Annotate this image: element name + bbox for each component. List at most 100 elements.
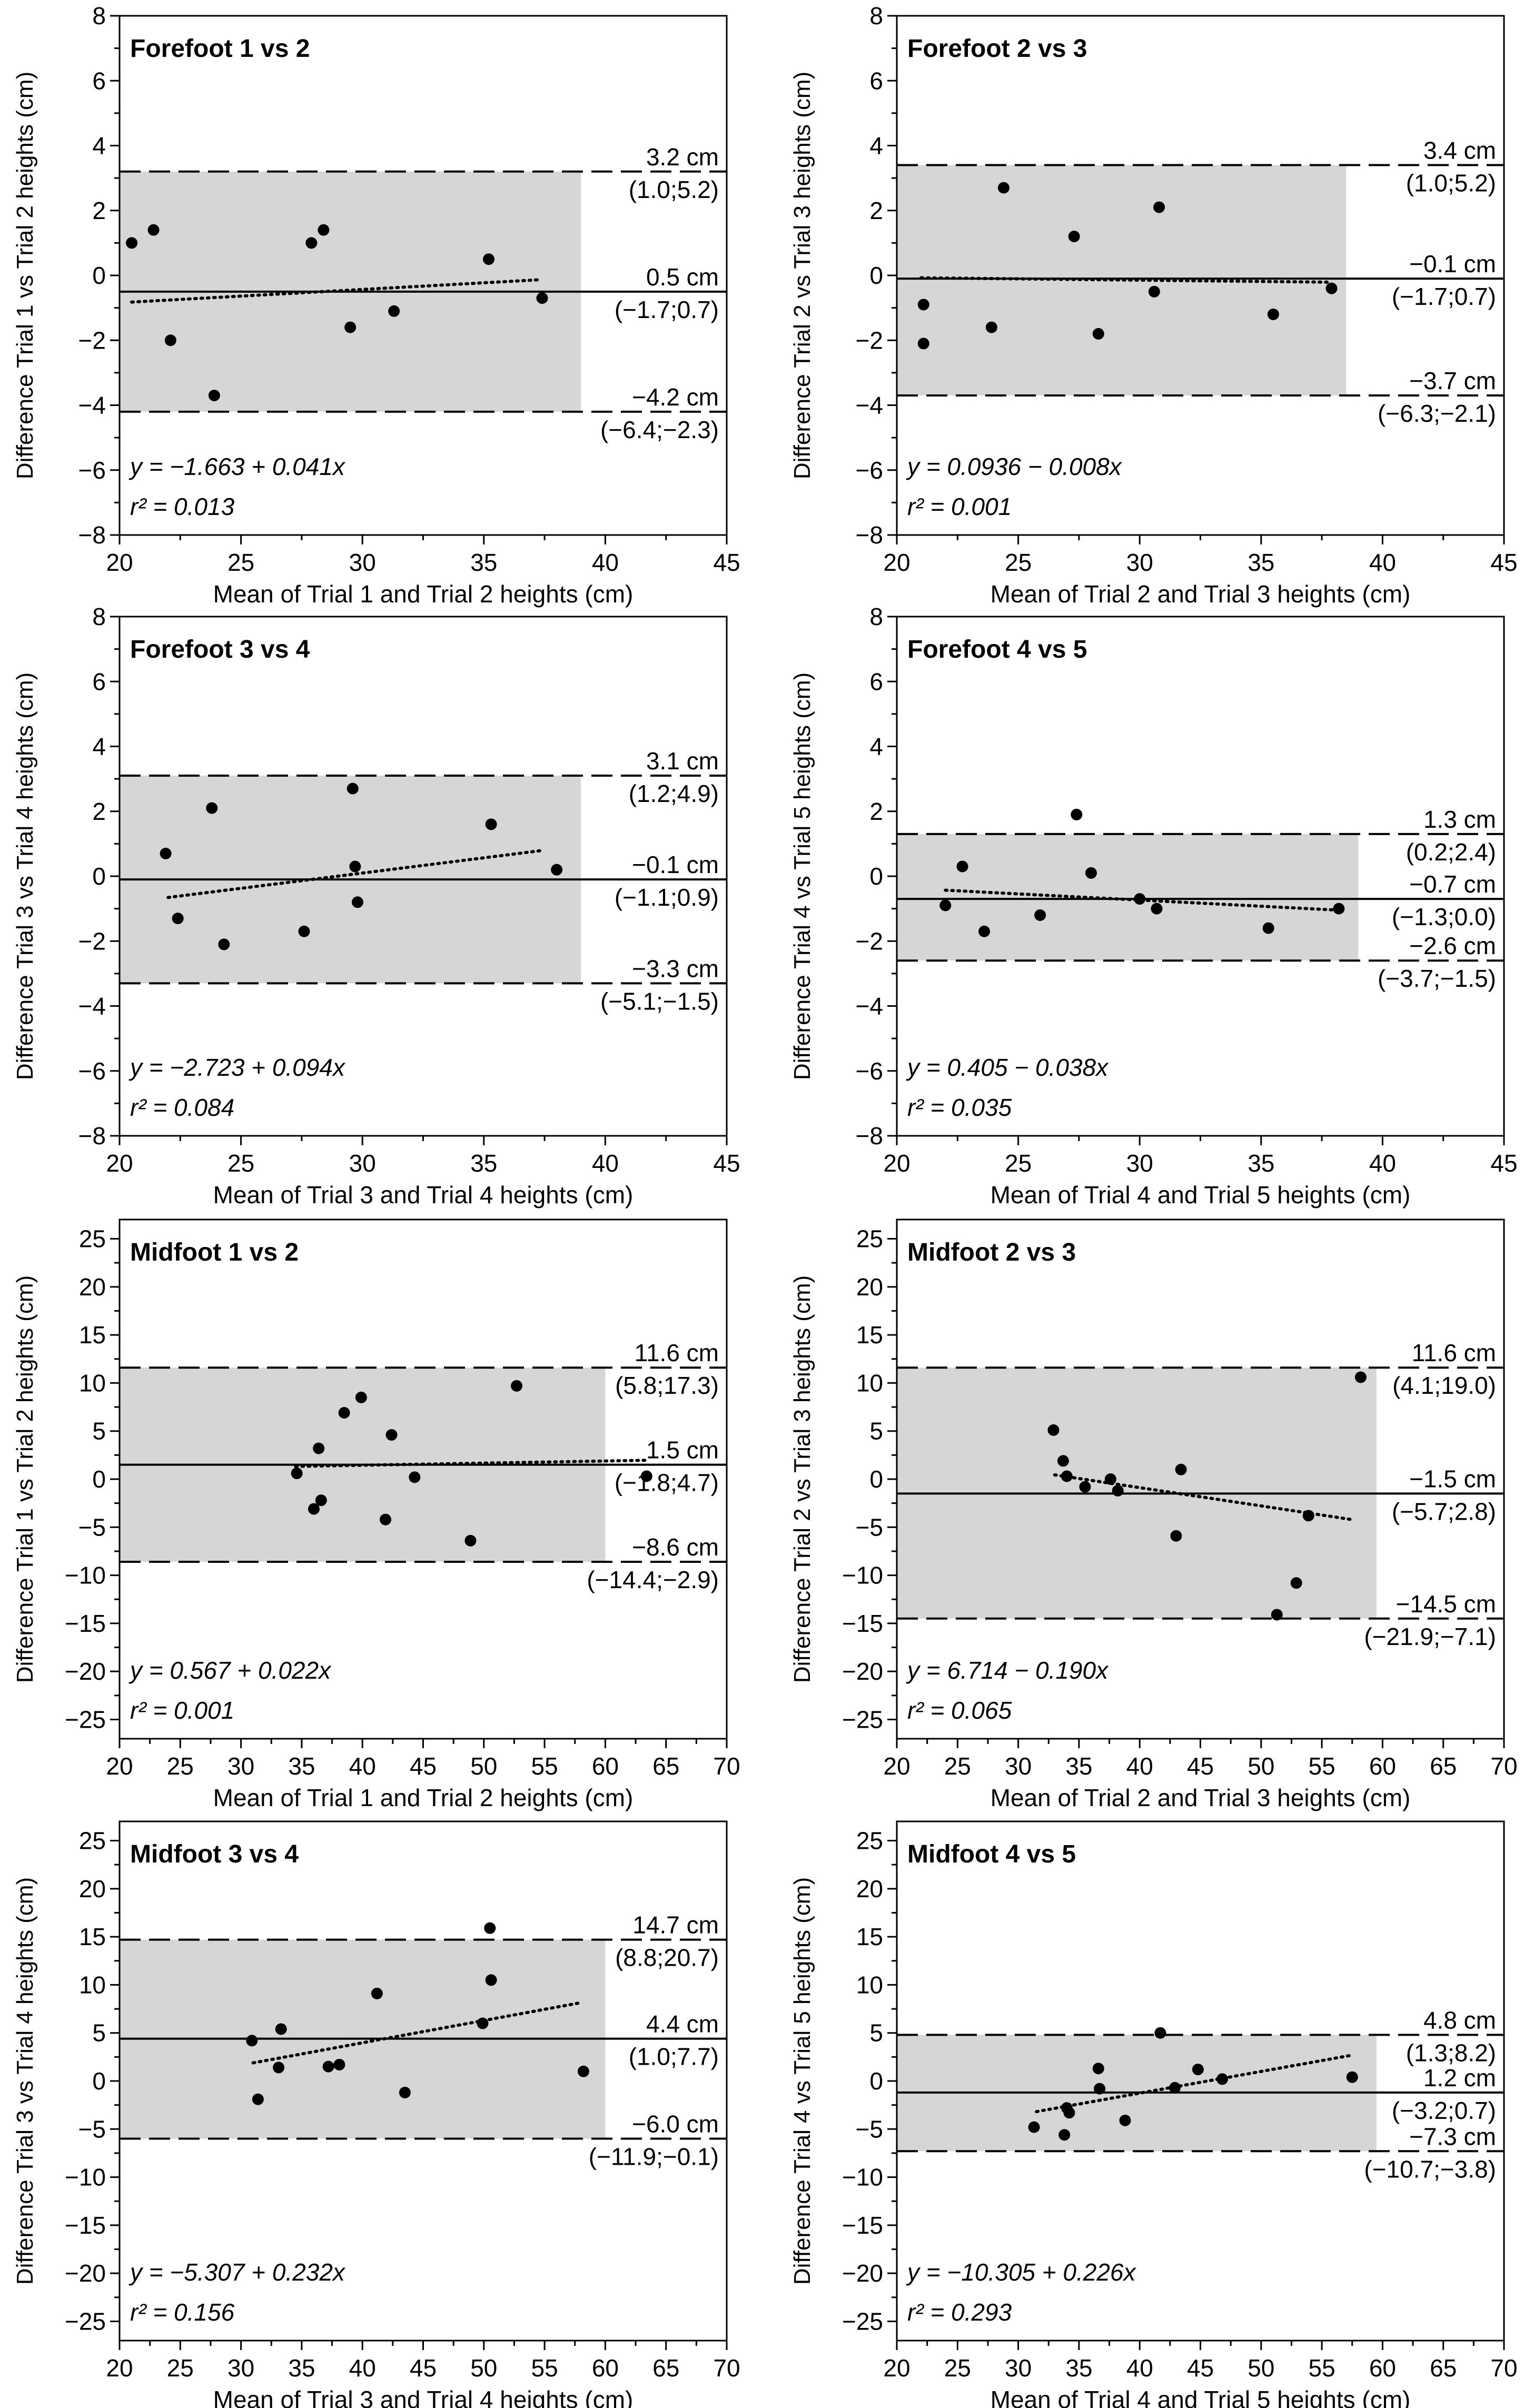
- x-tick-label: 65: [1430, 2354, 1457, 2382]
- y-tick-label: 4: [869, 132, 883, 160]
- lower-loa-label: −3.3 cm: [632, 955, 719, 982]
- y-tick-label: 5: [92, 2019, 106, 2047]
- upper-loa-label: 1.3 cm: [1423, 806, 1496, 833]
- x-tick-label: 20: [883, 1150, 910, 1177]
- x-tick-label: 60: [1369, 2354, 1396, 2382]
- data-point: [388, 305, 400, 317]
- data-point: [273, 2062, 285, 2074]
- x-tick-label: 45: [1490, 1150, 1517, 1177]
- y-tick-label: −20: [65, 1658, 106, 1685]
- y-tick-label: 10: [79, 1971, 106, 1998]
- x-tick-label: 35: [470, 549, 497, 576]
- x-tick-label: 70: [713, 2354, 740, 2382]
- upper-loa-label: 11.6 cm: [635, 1339, 719, 1366]
- upper-loa-label: 4.8 cm: [1423, 2006, 1496, 2034]
- y-axis-title: Difference Trial 4 vs Trial 5 heights (c…: [789, 1877, 815, 2285]
- data-point: [1079, 1481, 1091, 1493]
- data-point: [275, 2023, 287, 2035]
- upper-loa-ci: (8.8;20.7): [615, 1944, 719, 1971]
- bias-label: −0.1 cm: [1409, 250, 1496, 278]
- data-point: [349, 860, 361, 873]
- upper-loa-ci: (5.8;17.3): [615, 1372, 719, 1399]
- lower-loa-ci: (−11.9;−0.1): [589, 2143, 719, 2171]
- y-tick-label: −10: [65, 1562, 106, 1589]
- r-squared: r² = 0.013: [130, 493, 235, 520]
- x-tick-label: 30: [1005, 1752, 1032, 1780]
- y-tick-label: 2: [869, 798, 883, 825]
- data-point: [1034, 909, 1046, 921]
- data-point: [1216, 2073, 1229, 2085]
- x-axis-title: Mean of Trial 1 and Trial 2 heights (cm): [213, 1784, 634, 1811]
- y-axis-title: Difference Trial 4 vs Trial 5 heights (c…: [789, 672, 815, 1080]
- x-tick-label: 55: [531, 2354, 558, 2382]
- lower-loa-label: −7.3 cm: [1409, 2123, 1496, 2150]
- x-tick-label: 60: [592, 1752, 619, 1780]
- y-tick-label: 4: [869, 733, 883, 760]
- data-point: [464, 1534, 477, 1547]
- x-tick-label: 65: [652, 2354, 679, 2382]
- y-tick-label: 8: [92, 2, 106, 29]
- x-tick-label: 20: [106, 1752, 133, 1780]
- y-tick-label: −6: [78, 1057, 106, 1085]
- lower-loa-label: −6.0 cm: [632, 2110, 719, 2138]
- x-tick-label: 50: [470, 1752, 497, 1780]
- data-point: [1085, 867, 1097, 879]
- data-point: [485, 818, 497, 830]
- y-tick-label: 2: [92, 197, 106, 224]
- data-point: [1271, 1609, 1283, 1621]
- x-tick-label: 70: [713, 1752, 740, 1780]
- agreement-band-shade: [897, 165, 1347, 396]
- chart-panel: 4.8 cm (1.3;8.2)1.2 cm (−3.2;0.7)−7.3 cm (−…: [789, 1820, 1518, 2408]
- x-tick-label: 45: [1490, 549, 1517, 576]
- y-tick-label: −4: [856, 993, 883, 1020]
- y-tick-label: −5: [78, 1513, 106, 1541]
- x-tick-label: 45: [1187, 2354, 1214, 2382]
- y-tick-label: −2: [78, 927, 106, 955]
- data-point: [1151, 903, 1163, 915]
- y-tick-label: −15: [65, 1610, 106, 1637]
- regression-line: [1035, 2053, 1354, 2114]
- data-point: [917, 338, 929, 350]
- x-tick-label: 50: [1248, 2354, 1274, 2382]
- y-tick-label: −15: [842, 2212, 883, 2239]
- bias-label: 0.5 cm: [646, 263, 719, 291]
- chart-panel: 1.3 cm (0.2;2.4) −0.7 cm (−1.3;0.0)−2.6 cm (…: [789, 603, 1518, 1208]
- y-tick-label: 8: [869, 603, 883, 630]
- data-point: [1192, 2064, 1204, 2076]
- upper-loa-label: 3.4 cm: [1423, 136, 1496, 164]
- data-point: [380, 1513, 392, 1525]
- y-tick-label: 4: [92, 132, 106, 160]
- x-tick-label: 25: [227, 549, 254, 576]
- lower-loa-ci: (−21.9;−7.1): [1364, 1623, 1496, 1650]
- bias-label: 1.2 cm: [1423, 2064, 1496, 2092]
- lower-loa-label: −4.2 cm: [632, 383, 719, 411]
- bias-ci: (1.0;7.7): [629, 2043, 719, 2070]
- data-point: [291, 1468, 303, 1480]
- y-tick-label: −6: [78, 457, 106, 484]
- y-axis-title: Difference Trial 1 vs Trial 2 heights (c…: [12, 72, 38, 479]
- y-tick-label: −10: [65, 2164, 106, 2191]
- x-tick-label: 50: [470, 2354, 497, 2382]
- data-point: [511, 1380, 523, 1392]
- data-point: [1119, 2114, 1131, 2126]
- data-point: [126, 237, 138, 249]
- chart-panel: 11.6 cm (5.8;17.3) 1.5 cm (−1.8;4.7) −8.6 cm…: [12, 1218, 740, 1811]
- bias-label: 4.4 cm: [646, 2010, 719, 2038]
- r-squared: r² = 0.156: [130, 2298, 235, 2326]
- x-tick-label: 40: [1126, 1752, 1153, 1780]
- data-point: [640, 1470, 652, 1482]
- regression-equation: y = 0.0936 − 0.008x: [906, 453, 1123, 480]
- data-point: [1047, 1424, 1060, 1436]
- x-tick-label: 25: [1005, 1150, 1032, 1177]
- data-point: [1325, 282, 1338, 294]
- y-tick-label: 5: [92, 1418, 106, 1445]
- x-axis-title: Mean of Trial 3 and Trial 4 heights (cm): [213, 2386, 634, 2408]
- chart-panel: 11.6 cm (4.1;19.0) −1.5 cm (−5.7;2.8) −14.5 …: [789, 1218, 1518, 1811]
- x-tick-label: 45: [1187, 1752, 1214, 1780]
- x-tick-label: 40: [1126, 2354, 1153, 2382]
- x-tick-label: 45: [713, 1150, 740, 1177]
- data-point: [985, 321, 997, 333]
- y-tick-label: 15: [79, 1321, 106, 1349]
- y-tick-label: 20: [79, 1875, 106, 1902]
- bias-label: −0.7 cm: [1409, 870, 1496, 898]
